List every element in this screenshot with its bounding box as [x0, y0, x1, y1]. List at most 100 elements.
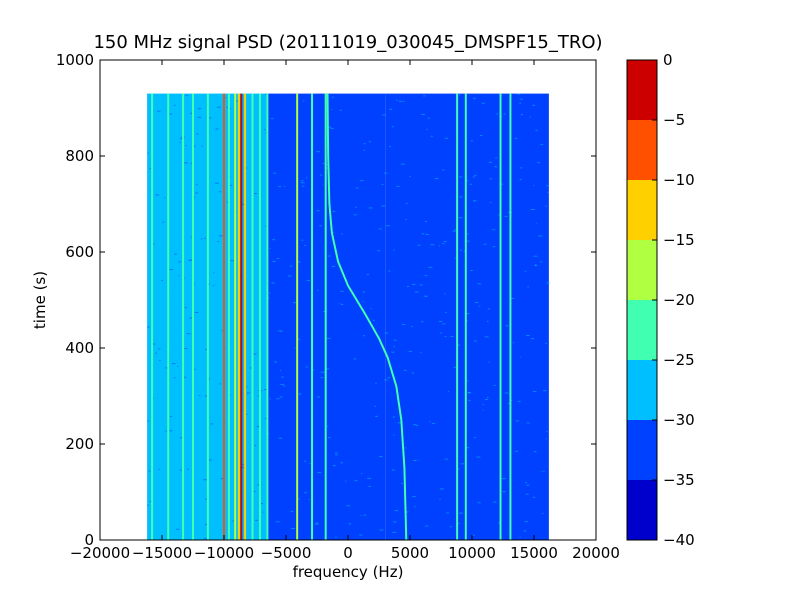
heatmap-noise: [459, 176, 463, 178]
heatmap-noise: [425, 366, 427, 368]
heatmap-noise: [248, 333, 253, 335]
heatmap-noise: [347, 108, 352, 110]
heatmap-noise: [403, 369, 407, 371]
heatmap-noise: [186, 333, 191, 335]
heatmap-noise: [198, 503, 202, 505]
heatmap-noise: [178, 275, 180, 277]
heatmap-noise: [520, 419, 524, 421]
heatmap-noise: [531, 209, 535, 211]
heatmap-noise: [450, 335, 454, 337]
heatmap-noise: [221, 330, 223, 332]
heatmap-noise: [199, 400, 201, 402]
heatmap-noise: [224, 119, 228, 121]
heatmap-noise: [157, 120, 161, 122]
heatmap-noise: [273, 172, 277, 174]
heatmap-noise: [190, 112, 193, 114]
heatmap-noise: [444, 137, 449, 139]
heatmap-noise: [339, 381, 344, 383]
heatmap-noise: [449, 526, 453, 528]
heatmap-noise: [379, 529, 384, 531]
spectral-lines-layer: [151, 93, 512, 540]
heatmap-noise: [466, 366, 469, 368]
heatmap-noise: [385, 225, 390, 227]
heatmap-noise: [496, 396, 501, 398]
heatmap-noise: [440, 331, 444, 333]
heatmap-noise: [219, 191, 222, 193]
heatmap-noise: [344, 266, 347, 268]
heatmap-noise: [264, 389, 267, 391]
heatmap-noise: [382, 250, 386, 252]
heatmap-noise: [503, 113, 506, 115]
heatmap-noise: [347, 409, 350, 411]
heatmap-noise: [542, 306, 545, 308]
heatmap-noise: [247, 193, 251, 195]
heatmap-noise: [255, 516, 259, 518]
heatmap-noise: [260, 300, 265, 302]
heatmap-noise: [287, 234, 290, 236]
heatmap-noise: [350, 236, 353, 238]
heatmap-noise: [272, 260, 276, 262]
heatmap-noise: [300, 182, 305, 184]
heatmap-noise: [489, 178, 493, 180]
heatmap-noise: [426, 334, 429, 336]
heatmap-noise: [496, 113, 499, 115]
heatmap-noise: [272, 239, 276, 241]
heatmap-noise: [203, 479, 207, 481]
heatmap-noise: [404, 447, 407, 449]
heatmap-noise: [292, 295, 297, 297]
heatmap-noise: [390, 515, 392, 517]
heatmap-noise: [474, 302, 479, 304]
colorbar-segment: [627, 480, 657, 540]
heatmap-noise: [175, 528, 180, 530]
heatmap-noise: [361, 472, 363, 474]
heatmap-noise: [454, 280, 458, 282]
heatmap-noise: [302, 100, 305, 102]
heatmap-noise: [525, 493, 529, 495]
heatmap-noise: [319, 225, 322, 227]
heatmap-noise: [188, 230, 193, 232]
heatmap-noise: [474, 437, 477, 439]
heatmap-noise: [467, 391, 471, 393]
heatmap-noise: [234, 169, 239, 171]
heatmap-noise: [400, 163, 405, 165]
heatmap-noise: [255, 519, 258, 521]
heatmap-noise: [417, 368, 422, 370]
heatmap-noise: [538, 197, 542, 199]
heatmap-noise: [438, 494, 440, 496]
heatmap-noise: [479, 480, 482, 482]
heatmap-noise: [331, 265, 336, 267]
heatmap-noise: [162, 129, 166, 131]
heatmap-noise: [412, 495, 416, 497]
heatmap-noise: [279, 370, 281, 372]
heatmap-noise: [367, 277, 369, 279]
heatmap-noise: [501, 198, 506, 200]
heatmap-noise: [291, 145, 294, 147]
heatmap-noise: [478, 508, 482, 510]
heatmap-noise: [157, 110, 161, 112]
heatmap-noise: [183, 376, 187, 378]
heatmap-noise: [532, 496, 536, 498]
doppler-trace: [326, 93, 408, 541]
heatmap-noise: [534, 110, 537, 112]
heatmap-noise: [443, 473, 446, 475]
heatmap-noise: [328, 437, 331, 439]
x-tick-label: 20000: [572, 544, 620, 562]
heatmap-noise: [230, 260, 234, 262]
heatmap-noise: [448, 105, 452, 107]
heatmap-noise: [485, 370, 489, 372]
heatmap-noise: [524, 521, 528, 523]
heatmap-noise: [264, 417, 268, 419]
heatmap-noise: [309, 374, 312, 376]
heatmap-noise: [342, 177, 346, 179]
heatmap-noise: [545, 342, 547, 344]
heatmap-noise: [252, 490, 256, 492]
heatmap-noise: [357, 324, 359, 326]
heatmap-noise: [316, 396, 320, 398]
heatmap-noise: [274, 361, 278, 363]
heatmap-noise: [519, 179, 523, 181]
heatmap-noise: [177, 94, 180, 96]
heatmap-noise: [430, 244, 435, 246]
heatmap-noise: [484, 391, 487, 393]
heatmap-noise: [463, 250, 466, 252]
heatmap-noise: [241, 203, 245, 205]
